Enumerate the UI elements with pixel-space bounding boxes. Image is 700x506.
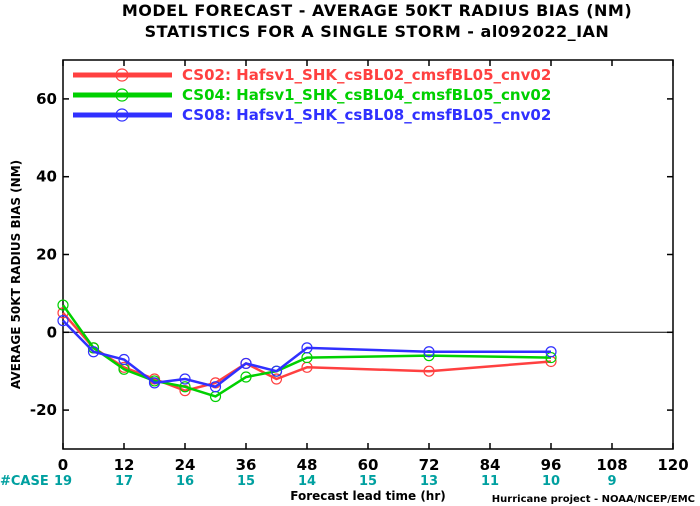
case-count: 16 [176, 474, 194, 489]
case-label: #CASE [0, 474, 49, 489]
x-tick-label: 48 [297, 456, 318, 474]
data-point [240, 357, 252, 370]
data-point [423, 346, 435, 358]
case-count: 14 [298, 474, 316, 489]
x-tick-label: 84 [480, 456, 501, 474]
data-point [423, 365, 435, 377]
data-point [57, 299, 69, 311]
data-point [179, 373, 191, 385]
x-tick-label: 120 [657, 456, 688, 474]
y-tick-label: 40 [36, 168, 57, 186]
case-count: 10 [542, 474, 560, 489]
y-tick-label: 0 [47, 323, 57, 341]
data-point [301, 342, 313, 354]
chart-subtitle: STATISTICS FOR A SINGLE STORM - al092022… [145, 22, 610, 41]
legend: CS02: Hafsv1_SHK_csBL02_cmsfBL05_cnv02 CS… [73, 66, 551, 124]
x-tick-label: 72 [419, 456, 440, 474]
case-count: 15 [237, 474, 255, 489]
x-tick-label: 12 [114, 456, 135, 474]
y-tick-label: 60 [36, 90, 57, 108]
x-tick-label: 96 [541, 456, 562, 474]
x-tick-label: 36 [236, 456, 257, 474]
data-point [545, 346, 557, 358]
legend-swatch-marker [115, 108, 129, 122]
series-lines [57, 299, 557, 403]
legend-swatch-marker [115, 88, 129, 102]
data-point [179, 381, 191, 393]
y-axis: -20 0 20 40 60 [30, 90, 673, 419]
legend-entry: CS08: Hafsv1_SHK_csBL08_cmsfBL05_cnv02 [182, 106, 551, 124]
x-tick-label: 108 [596, 456, 627, 474]
case-count: 13 [420, 474, 438, 489]
x-tick-label: 24 [175, 456, 196, 474]
data-point [240, 371, 252, 383]
data-point [270, 373, 283, 385]
legend-swatch-marker [115, 68, 129, 82]
data-point [57, 315, 69, 327]
data-point [87, 346, 100, 358]
y-tick-label: -20 [30, 401, 57, 419]
case-count: 15 [359, 474, 377, 489]
series-line [62, 319, 551, 389]
chart-title: MODEL FORECAST - AVERAGE 50KT RADIUS BIA… [122, 1, 632, 20]
legend-entry: CS04: Hafsv1_SHK_csBL04_cmsfBL05_cnv02 [182, 86, 551, 104]
case-count: 9 [607, 474, 616, 489]
case-count: 11 [481, 474, 499, 489]
series-line [61, 304, 552, 398]
x-axis: 0 12 24 36 48 60 72 84 96 108 120 [58, 60, 689, 474]
data-point [209, 381, 222, 393]
x-tick-label: 60 [358, 456, 379, 474]
y-tick-label: 20 [36, 246, 57, 264]
y-axis-label: AVERAGE 50KT RADIUS BIAS (NM) [9, 160, 23, 389]
data-point [118, 353, 130, 366]
data-point [270, 365, 283, 377]
case-count-row: #CASE 19 17 16 15 14 15 13 11 10 9 [0, 474, 617, 489]
credit-text: Hurricane project - NOAA/NCEP/EMC [492, 494, 695, 505]
case-count: 17 [115, 474, 133, 489]
x-tick-label: 0 [58, 456, 68, 474]
legend-entry: CS02: Hafsv1_SHK_csBL02_cmsfBL05_cnv02 [182, 66, 551, 84]
x-axis-label: Forecast lead time (hr) [290, 489, 446, 503]
case-count: 19 [54, 474, 72, 489]
data-point [148, 377, 161, 389]
